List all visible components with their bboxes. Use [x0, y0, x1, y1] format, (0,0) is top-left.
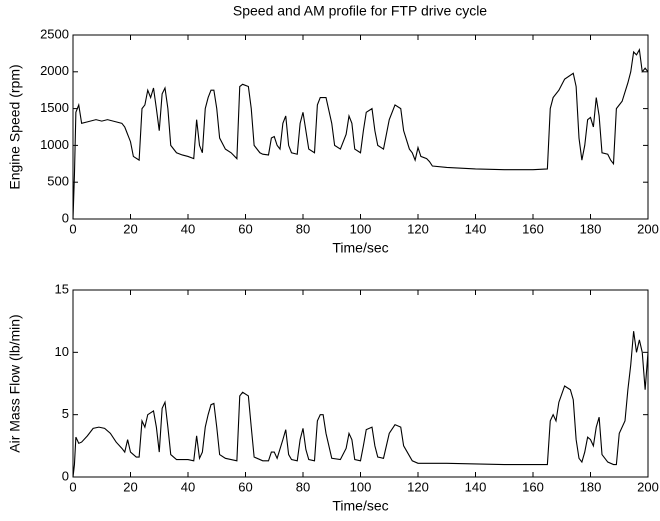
- x-tick-label: 60: [238, 479, 252, 494]
- data-line: [72, 48, 649, 220]
- x-tick-label: 40: [181, 221, 195, 236]
- x-tick-label: 180: [580, 221, 602, 236]
- y-tick-label: 1000: [40, 137, 69, 152]
- x-tick-label: 120: [407, 221, 429, 236]
- y-tick-label: 0: [62, 210, 69, 225]
- data-line: [72, 331, 649, 478]
- x-tick-label: 200: [637, 221, 659, 236]
- y-tick-label: 15: [55, 281, 69, 296]
- y-axis-label: Air Mass Flow (lb/min): [7, 314, 23, 452]
- x-tick-label: 140: [465, 221, 487, 236]
- x-tick-label: 20: [123, 479, 137, 494]
- y-tick-label: 5: [62, 406, 69, 421]
- y-tick-label: 500: [47, 174, 69, 189]
- x-tick-label: 80: [296, 221, 310, 236]
- y-axis-label: Engine Speed (rpm): [7, 64, 23, 189]
- chart-title: Speed and AM profile for FTP drive cycle: [233, 3, 487, 19]
- x-tick-label: 0: [69, 479, 76, 494]
- x-tick-label: 160: [522, 479, 544, 494]
- x-tick-label: 140: [465, 479, 487, 494]
- y-tick-label: 1500: [40, 100, 69, 115]
- x-axis-label: Time/sec: [332, 240, 388, 256]
- x-tick-label: 160: [522, 221, 544, 236]
- x-tick-label: 200: [637, 479, 659, 494]
- x-tick-label: 60: [238, 221, 252, 236]
- y-tick-label: 2000: [40, 63, 69, 78]
- y-tick-label: 0: [62, 468, 69, 483]
- x-tick-label: 0: [69, 221, 76, 236]
- x-tick-label: 20: [123, 221, 137, 236]
- y-tick-label: 2500: [40, 26, 69, 41]
- x-tick-label: 120: [407, 479, 429, 494]
- x-tick-label: 100: [350, 221, 372, 236]
- y-tick-label: 10: [55, 344, 69, 359]
- x-tick-label: 180: [580, 479, 602, 494]
- x-tick-label: 40: [181, 479, 195, 494]
- x-tick-label: 100: [350, 479, 372, 494]
- x-axis-label: Time/sec: [332, 498, 388, 514]
- x-tick-label: 80: [296, 479, 310, 494]
